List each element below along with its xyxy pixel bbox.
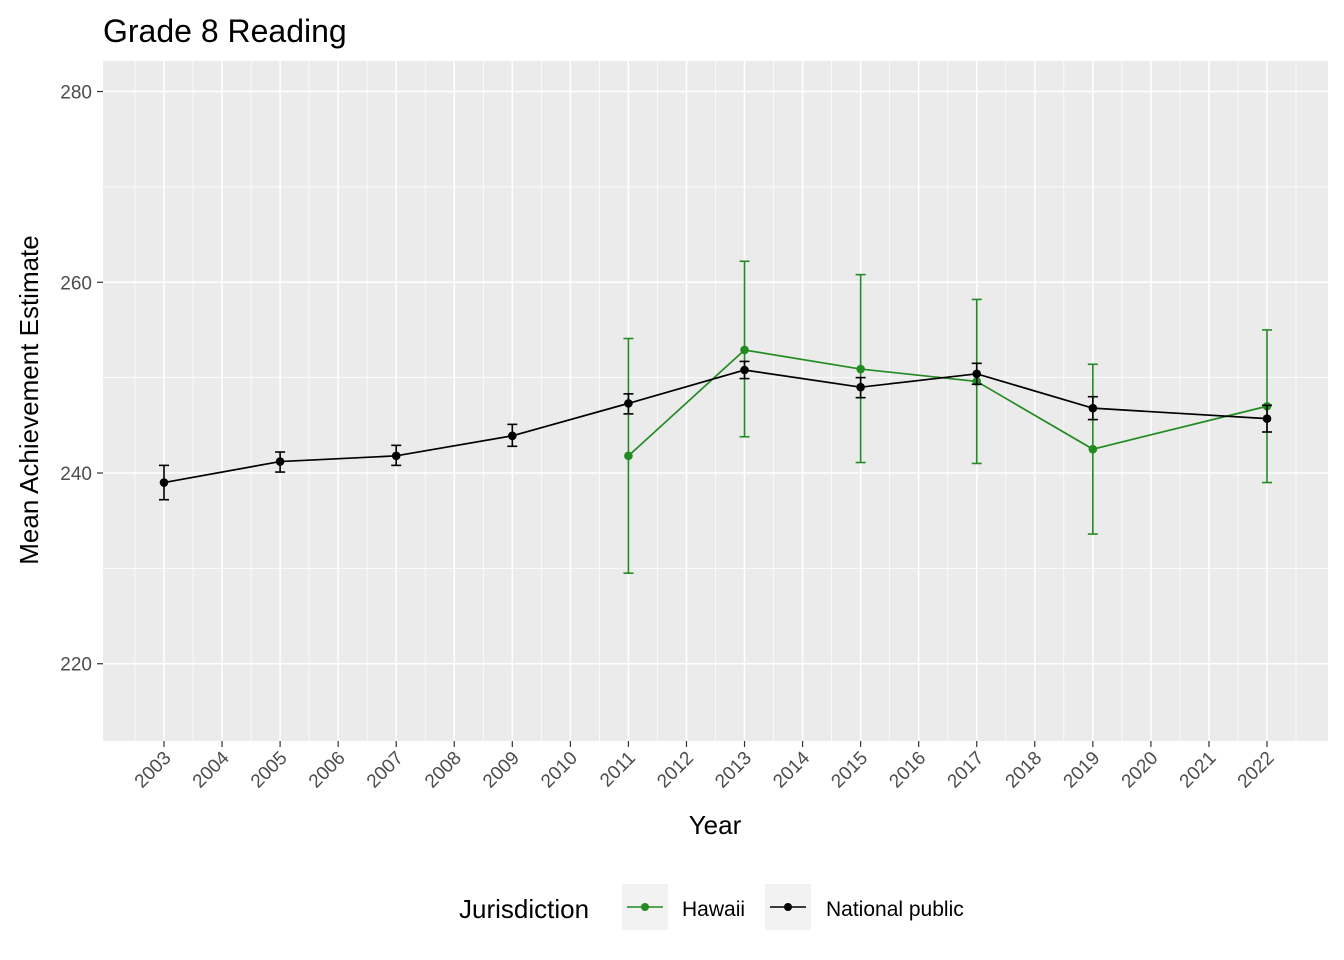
y-axis: 220 240 260 280 (60, 83, 103, 676)
data-point-national-public-2017 (972, 369, 982, 379)
y-tick-label-240: 240 (60, 464, 92, 485)
x-tick-label-2018: 2018 (1002, 748, 1047, 793)
x-tick-label-2008: 2008 (421, 748, 466, 793)
data-point-hawaii-2019 (1088, 444, 1098, 454)
data-point-national-public-2015 (856, 382, 865, 392)
x-tick-label-2005: 2005 (247, 748, 292, 793)
data-point-national-public-2022 (1262, 414, 1272, 423)
data-point-national-public-2013 (740, 365, 749, 375)
x-tick-label-2022: 2022 (1234, 748, 1279, 793)
x-tick-label-2009: 2009 (479, 748, 524, 793)
y-tick-label-260: 260 (60, 273, 92, 294)
x-tick-label-2010: 2010 (537, 748, 582, 793)
x-tick-label-2017: 2017 (944, 748, 989, 793)
data-point-national-public-2003 (159, 478, 169, 487)
legend-label-national-public: National public (826, 898, 964, 921)
x-tick-label-2016: 2016 (885, 748, 930, 793)
legend-key-marker-hawaii (641, 903, 649, 911)
legend-title: Jurisdiction (459, 894, 589, 924)
series-line-hawaii (627, 349, 1268, 457)
x-axis: 2003 2004 2005 2006 2007 2008 2009 2010 2011 2012… (131, 741, 1279, 792)
series-layer (159, 260, 1272, 574)
x-tick-label-2014: 2014 (769, 747, 814, 792)
x-tick-label-2006: 2006 (305, 748, 350, 793)
x-tick-label-2004: 2004 (189, 747, 234, 792)
x-tick-label-2007: 2007 (363, 748, 408, 793)
data-point-hawaii-2011 (624, 451, 633, 461)
chart-title: Grade 8 Reading (103, 13, 347, 49)
data-point-national-public-2009 (508, 431, 517, 441)
data-point-hawaii-2015 (856, 364, 865, 374)
data-point-national-public-2019 (1088, 403, 1098, 413)
x-tick-label-2012: 2012 (653, 748, 698, 793)
x-tick-label-2021: 2021 (1176, 748, 1221, 793)
x-tick-label-2020: 2020 (1118, 748, 1163, 793)
x-axis-title: Year (689, 810, 742, 840)
legend: Jurisdiction Hawaii National public (459, 884, 964, 930)
grid-minor (103, 61, 1328, 741)
x-tick-label-2019: 2019 (1060, 748, 1105, 793)
data-point-national-public-2011 (624, 399, 633, 408)
series-national-public (159, 360, 1272, 501)
y-tick-label-220: 220 (60, 655, 92, 676)
data-point-hawaii-2013 (740, 345, 749, 355)
legend-key-marker-national-public (784, 903, 792, 911)
x-tick-label-2003: 2003 (131, 748, 176, 793)
x-tick-label-2011: 2011 (596, 748, 640, 792)
x-tick-label-2013: 2013 (711, 748, 756, 793)
series-line-national-public (163, 369, 1268, 484)
data-point-national-public-2007 (391, 451, 401, 461)
legend-label-hawaii: Hawaii (682, 898, 745, 921)
y-tick-label-280: 280 (60, 83, 92, 104)
series-hawaii (623, 260, 1272, 574)
data-point-national-public-2005 (275, 457, 285, 466)
x-tick-label-2015: 2015 (827, 748, 872, 793)
y-axis-title: Mean Achievement Estimate (14, 235, 44, 565)
